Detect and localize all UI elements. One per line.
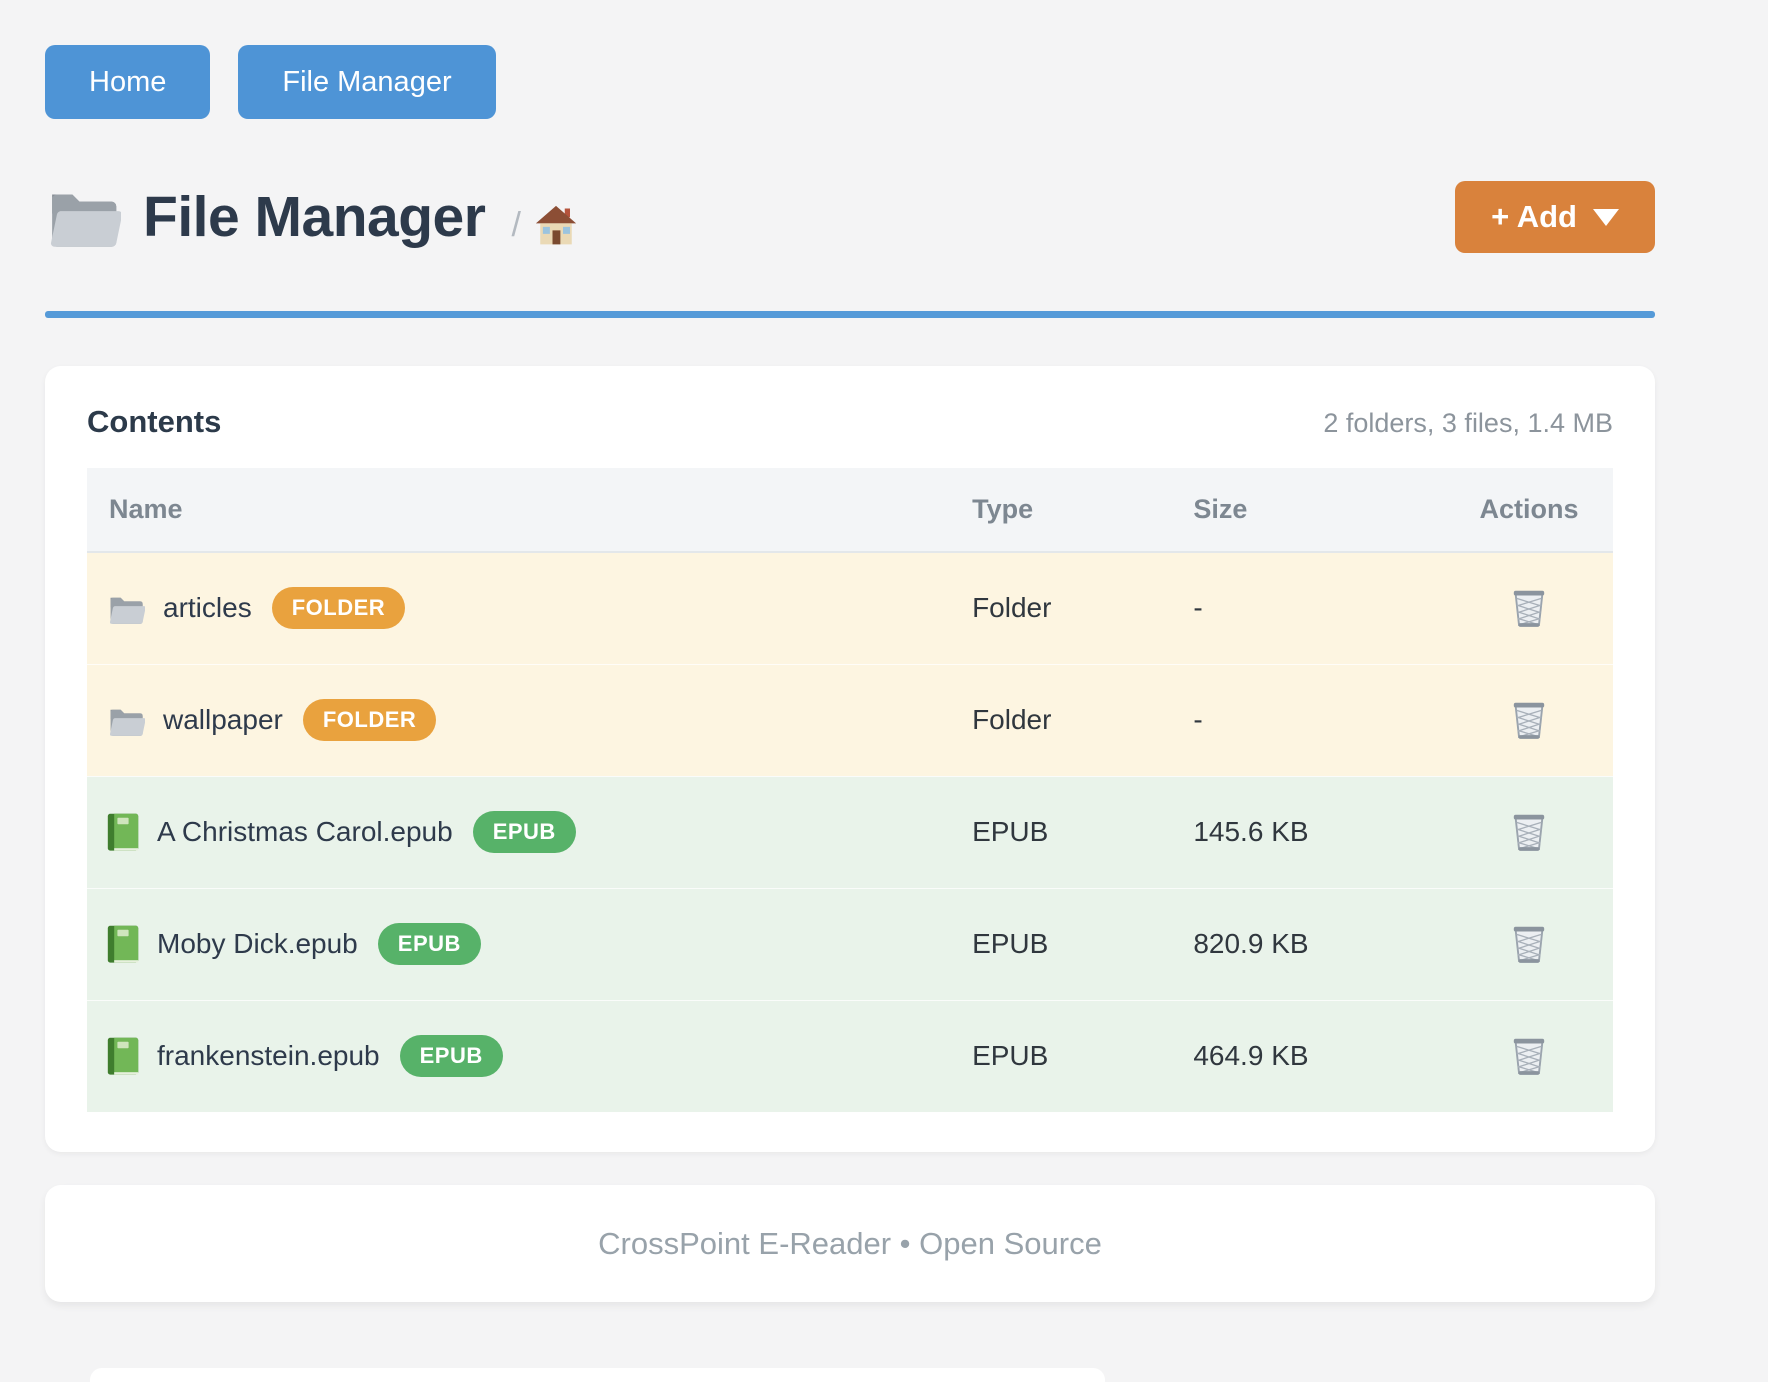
- column-header-actions: Actions: [1445, 468, 1613, 553]
- chevron-down-icon: [1593, 208, 1619, 226]
- file-name-link[interactable]: frankenstein.epub: [157, 1040, 380, 1072]
- type-badge: EPUB: [472, 811, 576, 853]
- nav-button-file-manager[interactable]: File Manager: [238, 45, 496, 119]
- footer-card: CrossPoint E-Reader • Open Source: [45, 1185, 1655, 1302]
- size-cell: 820.9 KB: [1193, 887, 1446, 1000]
- column-header-name: Name: [87, 468, 973, 553]
- type-badge: FOLDER: [302, 699, 437, 741]
- wastebasket-icon: [1513, 591, 1545, 628]
- title-divider: [45, 311, 1655, 318]
- breadcrumb: /: [511, 205, 577, 245]
- delete-button[interactable]: [1506, 919, 1552, 969]
- delete-button[interactable]: [1506, 695, 1552, 745]
- breadcrumb-home-link[interactable]: [535, 205, 577, 245]
- size-cell: 464.9 KB: [1193, 999, 1446, 1112]
- next-card-peek: [90, 1368, 1105, 1382]
- table-row[interactable]: wallpaper FOLDER Folder -: [87, 663, 1613, 776]
- type-cell: EPUB: [972, 775, 1194, 888]
- add-button-label: + Add: [1491, 199, 1577, 234]
- folder-icon: [109, 597, 145, 624]
- file-name-link[interactable]: Moby Dick.epub: [157, 928, 358, 959]
- add-button[interactable]: + Add: [1455, 181, 1655, 253]
- file-table: Name Type Size Actions articles FOLDER F…: [87, 468, 1613, 1112]
- breadcrumb-separator: /: [511, 205, 521, 244]
- wastebasket-icon: [1513, 814, 1545, 851]
- table-row[interactable]: A Christmas Carol.epub EPUB EPUB 145.6 K…: [87, 775, 1613, 888]
- green-book-icon: [107, 925, 139, 963]
- folder-icon: [109, 709, 145, 736]
- size-cell: 145.6 KB: [1193, 775, 1446, 888]
- type-cell: Folder: [972, 592, 1052, 624]
- contents-heading: Contents: [87, 404, 222, 439]
- type-badge: FOLDER: [271, 587, 406, 630]
- delete-button[interactable]: [1506, 583, 1552, 633]
- type-badge: EPUB: [399, 1035, 503, 1078]
- page-title: File Manager: [143, 185, 486, 249]
- column-header-type: Type: [972, 468, 1194, 553]
- type-badge: EPUB: [377, 923, 481, 965]
- type-cell: Folder: [972, 663, 1194, 776]
- delete-button[interactable]: [1506, 1031, 1552, 1081]
- file-name-link[interactable]: articles: [163, 592, 252, 624]
- contents-summary: 2 folders, 3 files, 1.4 MB: [1323, 408, 1613, 438]
- type-cell: EPUB: [972, 887, 1194, 1000]
- nav-button-home[interactable]: Home: [45, 45, 211, 119]
- home-icon: [535, 205, 577, 245]
- wastebasket-icon: [1513, 1039, 1545, 1076]
- green-book-icon: [107, 813, 139, 851]
- green-book-icon: [107, 1037, 139, 1075]
- column-header-size: Size: [1193, 468, 1446, 553]
- contents-card: Contents 2 folders, 3 files, 1.4 MB Name…: [45, 366, 1655, 1152]
- size-cell: -: [1193, 663, 1446, 776]
- type-cell: EPUB: [972, 999, 1194, 1112]
- folder-icon: [50, 194, 121, 247]
- top-nav: Home File Manager: [45, 0, 1655, 119]
- delete-button[interactable]: [1506, 807, 1552, 857]
- file-name-link[interactable]: A Christmas Carol.epub: [157, 816, 453, 847]
- size-cell: -: [1193, 592, 1203, 624]
- table-row[interactable]: Moby Dick.epub EPUB EPUB 820.9 KB: [87, 887, 1613, 1000]
- table-row[interactable]: frankenstein.epub EPUB EPUB 464.9 KB: [87, 999, 1613, 1112]
- footer-text: CrossPoint E-Reader • Open Source: [598, 1225, 1102, 1261]
- file-name-link[interactable]: wallpaper: [163, 704, 283, 735]
- wastebasket-icon: [1513, 926, 1545, 963]
- wastebasket-icon: [1513, 702, 1545, 739]
- table-row[interactable]: articles FOLDER Folder -: [87, 552, 1613, 664]
